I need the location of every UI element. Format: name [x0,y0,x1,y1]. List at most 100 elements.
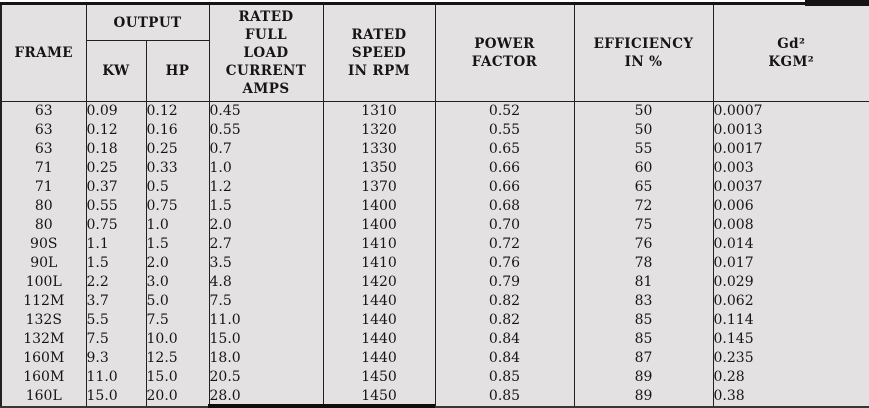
cell-rated-speed-rpm: 1350 [322,159,436,178]
table-row: 132S 5.5 7.5 11.0 1440 0.82 85 0.114 [0,311,869,330]
cell-output-kw: 11.0 [85,368,147,387]
cell-output-kw: 0.55 [85,197,147,216]
cell-output-hp: 2.0 [145,254,210,273]
cell-output-kw: 0.12 [85,121,147,140]
cell-efficiency: 83 [573,292,714,311]
cell-frame: 112M [0,292,87,311]
table-row: 112M 3.7 5.0 7.5 1440 0.82 83 0.062 [0,292,869,311]
table-header: FRAME OUTPUT RATED FULL LOAD CURRENT AMP… [0,3,869,102]
cell-efficiency: 76 [573,235,714,254]
scan-artifact-top-right-bar [805,0,869,6]
cell-efficiency: 89 [573,368,714,387]
header-output: OUTPUT [85,3,210,41]
cell-gd2-kgm2: 0.017 [712,254,869,273]
cell-rated-speed-rpm: 1400 [322,197,436,216]
table-row: 160M 9.3 12.5 18.0 1440 0.84 87 0.235 [0,349,869,368]
cell-frame: 80 [0,197,87,216]
cell-rated-full-load-current-amps: 3.5 [208,254,324,273]
cell-efficiency: 75 [573,216,714,235]
header-gd2-kgm2: Gd² KGM² [712,3,869,102]
table-row: 63 0.09 0.12 0.45 1310 0.52 50 0.0007 [0,101,869,121]
table-row: 63 0.12 0.16 0.55 1320 0.55 50 0.0013 [0,121,869,140]
cell-gd2-kgm2: 0.003 [712,159,869,178]
cell-rated-full-load-current-amps: 11.0 [208,311,324,330]
cell-rated-speed-rpm: 1330 [322,140,436,159]
table-row: 132M 7.5 10.0 15.0 1440 0.84 85 0.145 [0,330,869,349]
cell-power-factor: 0.76 [434,254,575,273]
cell-output-hp: 12.5 [145,349,210,368]
cell-gd2-kgm2: 0.0007 [712,101,869,121]
cell-output-kw: 0.37 [85,178,147,197]
cell-power-factor: 0.55 [434,121,575,140]
cell-output-hp: 20.0 [145,387,210,407]
cell-rated-speed-rpm: 1440 [322,330,436,349]
cell-output-hp: 0.75 [145,197,210,216]
cell-rated-speed-rpm: 1400 [322,216,436,235]
cell-power-factor: 0.84 [434,330,575,349]
header-row-top: FRAME OUTPUT RATED FULL LOAD CURRENT AMP… [0,3,869,102]
cell-frame: 100L [0,273,87,292]
cell-rated-full-load-current-amps: 1.5 [208,197,324,216]
cell-rated-full-load-current-amps: 1.2 [208,178,324,197]
cell-gd2-kgm2: 0.062 [712,292,869,311]
cell-power-factor: 0.85 [434,387,575,407]
cell-output-kw: 7.5 [85,330,147,349]
cell-rated-full-load-current-amps: 0.45 [208,101,324,121]
table-row: 160M 11.0 15.0 20.5 1450 0.85 89 0.28 [0,368,869,387]
cell-output-kw: 0.75 [85,216,147,235]
table-row: 80 0.75 1.0 2.0 1400 0.70 75 0.008 [0,216,869,235]
cell-rated-full-load-current-amps: 7.5 [208,292,324,311]
table-row: 71 0.37 0.5 1.2 1370 0.66 65 0.0037 [0,178,869,197]
header-hp: HP [145,40,210,102]
cell-power-factor: 0.66 [434,159,575,178]
table-body: 63 0.09 0.12 0.45 1310 0.52 50 0.0007 63… [0,101,869,407]
cell-power-factor: 0.84 [434,349,575,368]
cell-rated-speed-rpm: 1440 [322,292,436,311]
cell-output-hp: 0.25 [145,140,210,159]
cell-efficiency: 50 [573,101,714,121]
table-row: 90S 1.1 1.5 2.7 1410 0.72 76 0.014 [0,235,869,254]
cell-gd2-kgm2: 0.029 [712,273,869,292]
table-row: 100L 2.2 3.0 4.8 1420 0.79 81 0.029 [0,273,869,292]
cell-efficiency: 78 [573,254,714,273]
cell-rated-full-load-current-amps: 0.55 [208,121,324,140]
cell-output-hp: 1.0 [145,216,210,235]
cell-output-kw: 5.5 [85,311,147,330]
cell-output-kw: 2.2 [85,273,147,292]
header-rated-full-load-current-amps: RATED FULL LOAD CURRENT AMPS [208,3,324,102]
cell-frame: 71 [0,178,87,197]
cell-power-factor: 0.82 [434,311,575,330]
cell-efficiency: 72 [573,197,714,216]
scan-artifact-bottom-bar [208,404,435,408]
cell-rated-speed-rpm: 1420 [322,273,436,292]
cell-frame: 63 [0,121,87,140]
cell-frame: 63 [0,101,87,121]
cell-output-hp: 10.0 [145,330,210,349]
cell-power-factor: 0.79 [434,273,575,292]
cell-frame: 63 [0,140,87,159]
cell-output-hp: 0.33 [145,159,210,178]
cell-gd2-kgm2: 0.0013 [712,121,869,140]
cell-output-hp: 1.5 [145,235,210,254]
cell-gd2-kgm2: 0.145 [712,330,869,349]
cell-gd2-kgm2: 0.235 [712,349,869,368]
table-row: 71 0.25 0.33 1.0 1350 0.66 60 0.003 [0,159,869,178]
cell-efficiency: 65 [573,178,714,197]
table-row: 80 0.55 0.75 1.5 1400 0.68 72 0.006 [0,197,869,216]
cell-output-kw: 3.7 [85,292,147,311]
cell-output-hp: 15.0 [145,368,210,387]
cell-power-factor: 0.66 [434,178,575,197]
cell-output-kw: 0.25 [85,159,147,178]
table-row: 90L 1.5 2.0 3.5 1410 0.76 78 0.017 [0,254,869,273]
cell-output-kw: 9.3 [85,349,147,368]
cell-rated-full-load-current-amps: 0.7 [208,140,324,159]
cell-efficiency: 55 [573,140,714,159]
cell-output-kw: 15.0 [85,387,147,407]
cell-rated-full-load-current-amps: 28.0 [208,387,324,407]
cell-power-factor: 0.82 [434,292,575,311]
cell-output-hp: 7.5 [145,311,210,330]
cell-rated-full-load-current-amps: 15.0 [208,330,324,349]
cell-rated-speed-rpm: 1310 [322,101,436,121]
cell-gd2-kgm2: 0.014 [712,235,869,254]
